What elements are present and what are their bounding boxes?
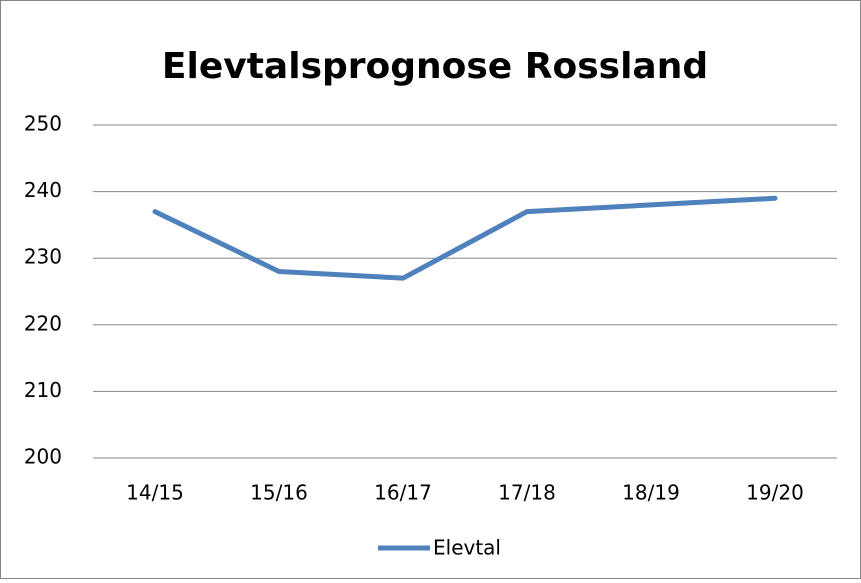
- y-tick-label: 210: [24, 378, 62, 402]
- x-tick-label: 18/19: [622, 481, 680, 505]
- y-tick-label: 220: [24, 311, 62, 335]
- y-tick-label: 240: [24, 178, 62, 202]
- y-tick-label: 250: [24, 112, 62, 136]
- x-tick-label: 17/18: [498, 481, 556, 505]
- legend-label: Elevtal: [433, 536, 501, 560]
- y-tick-label: 230: [24, 245, 62, 269]
- chart-title: Elevtalsprognose Rossland: [162, 46, 708, 87]
- x-tick-label: 14/15: [126, 481, 184, 505]
- x-tick-label: 15/16: [250, 481, 308, 505]
- y-tick-label: 200: [24, 445, 62, 469]
- data-line: [152, 195, 778, 281]
- x-tick-label: 19/20: [746, 481, 804, 505]
- x-tick-label: 16/17: [374, 481, 432, 505]
